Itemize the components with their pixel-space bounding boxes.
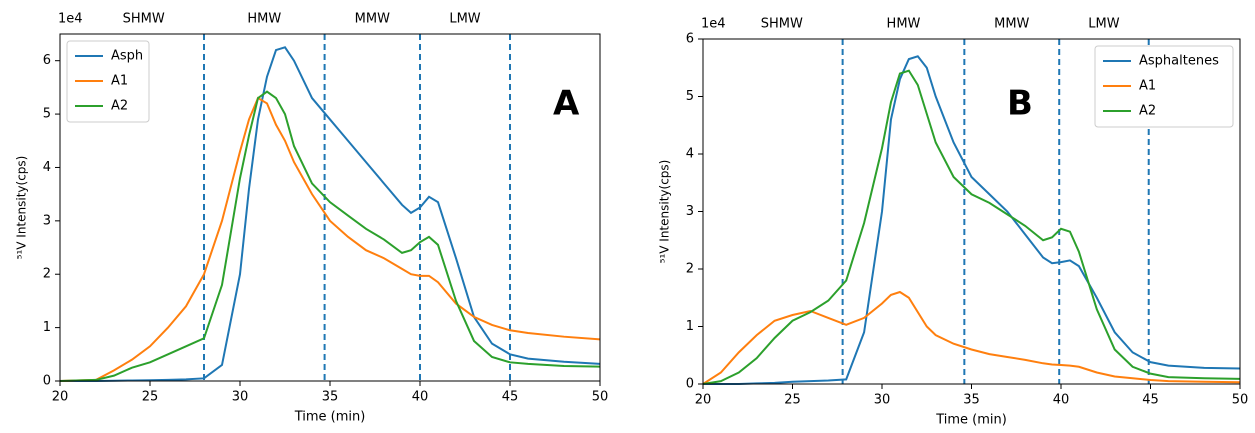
x-tick-label: 35: [322, 390, 339, 405]
x-tick-label: 25: [142, 390, 159, 405]
x-axis-label: Time (min): [294, 410, 366, 425]
x-tick-label: 20: [52, 390, 69, 405]
y-tick-label: 4: [43, 160, 51, 175]
y-tick-label: 0: [43, 374, 51, 389]
panel-letter: B: [1007, 84, 1033, 124]
region-label: SHMW: [761, 17, 803, 32]
region-label: MMW: [994, 17, 1029, 32]
y-tick-label: 2: [686, 262, 694, 277]
x-tick-label: 50: [1232, 393, 1249, 408]
data-line: [59, 96, 601, 382]
y-tick-label: 6: [43, 53, 51, 68]
legend-box: [66, 40, 150, 123]
x-tick-label: 50: [592, 390, 609, 405]
y-axis-label: ⁵¹V Intensity(cps): [658, 160, 672, 264]
x-tick-label: 20: [695, 393, 712, 408]
region-label: LMW: [1088, 17, 1119, 32]
legend-label: Asphaltenes: [1139, 54, 1219, 69]
y-tick-label: 5: [43, 107, 51, 122]
region-label: MMW: [355, 12, 390, 27]
region-label: LMW: [449, 12, 480, 27]
legend-label: A1: [1139, 79, 1156, 94]
x-tick-label: 40: [1053, 393, 1070, 408]
y-tick-label: 6: [686, 32, 694, 47]
panel-letter: A: [553, 84, 580, 124]
x-tick-label: 45: [1142, 393, 1159, 408]
data-line: [702, 290, 1241, 385]
legend-label: Asph: [111, 49, 143, 64]
y-tick-label: 1: [686, 319, 694, 334]
legend-label: A1: [111, 74, 128, 89]
data-line: [702, 69, 1241, 385]
x-tick-label: 40: [412, 390, 429, 405]
x-tick-label: 30: [874, 393, 891, 408]
x-tick-label: 35: [963, 393, 980, 408]
x-tick-label: 25: [784, 393, 801, 408]
y-tick-label: 0: [686, 377, 694, 392]
region-label: HMW: [247, 12, 281, 27]
y-tick-label: 4: [686, 147, 694, 162]
region-label: SHMW: [123, 12, 165, 27]
data-line: [59, 90, 601, 382]
offset-label: 1e4: [58, 12, 83, 27]
region-label: HMW: [887, 17, 921, 32]
y-axis-label: ⁵¹V Intensity(cps): [15, 156, 29, 260]
legend-box: [1094, 45, 1234, 128]
data-line: [60, 46, 601, 382]
y-tick-label: 5: [686, 89, 694, 104]
offset-label: 1e4: [701, 17, 726, 32]
y-tick-label: 3: [43, 213, 51, 228]
data-line: [703, 55, 1241, 385]
x-tick-label: 45: [502, 390, 519, 405]
x-axis-label: Time (min): [935, 413, 1007, 428]
legend-label: A2: [1139, 104, 1156, 119]
y-tick-label: 3: [686, 204, 694, 219]
x-tick-label: 30: [232, 390, 249, 405]
legend-label: A2: [111, 99, 128, 114]
y-tick-label: 1: [43, 320, 51, 335]
y-tick-label: 2: [43, 267, 51, 282]
